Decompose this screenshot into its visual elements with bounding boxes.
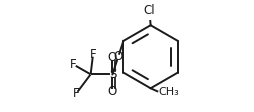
Text: O: O <box>108 51 117 64</box>
Text: F: F <box>90 48 96 61</box>
Text: O: O <box>114 51 123 64</box>
Text: Cl: Cl <box>144 4 155 17</box>
Text: S: S <box>109 68 116 81</box>
Text: F: F <box>73 87 80 100</box>
Text: CH₃: CH₃ <box>158 87 179 97</box>
Text: F: F <box>70 58 77 71</box>
Text: O: O <box>108 85 117 98</box>
